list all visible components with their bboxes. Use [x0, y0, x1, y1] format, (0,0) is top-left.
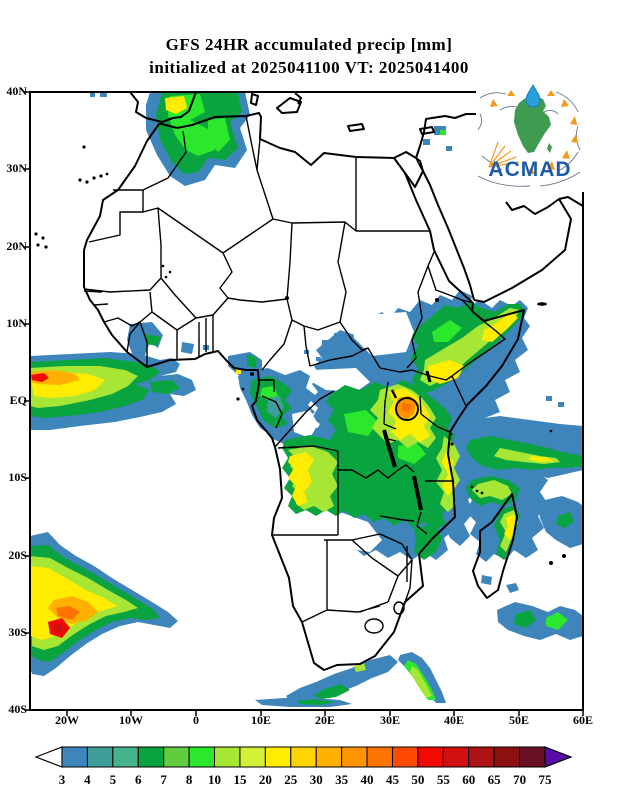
- colorbar-cell: [264, 746, 292, 768]
- x-axis-label-50e: 50E: [508, 713, 529, 727]
- colorbar-cell: [188, 746, 216, 768]
- colorbar-label: 25: [284, 772, 298, 787]
- colorbar-cell: [391, 746, 419, 768]
- precip-teal-inner: [267, 396, 284, 418]
- y-axis-label-eq: EQ: [9, 393, 27, 407]
- lakes: [364, 370, 432, 634]
- precip-gaps: [292, 312, 414, 552]
- colorbar-label: 70: [513, 772, 526, 787]
- colorbar-cell: [239, 746, 266, 768]
- x-axis-label-30e: 30E: [379, 713, 400, 727]
- y-axis-label-30n: 30N: [6, 161, 27, 175]
- precip-red-group: [31, 373, 70, 638]
- colorbar-cell: [214, 746, 241, 768]
- lake-albert: [390, 389, 398, 399]
- colorbar-label: 3: [59, 772, 66, 787]
- colorbar-label: 35: [335, 772, 349, 787]
- y-axis-label-10n: 10N: [6, 316, 27, 330]
- lake-malawi: [412, 475, 423, 511]
- y-axis-label-30s: 30S: [8, 625, 27, 639]
- colorbar-label: 40: [361, 772, 374, 787]
- colorbar-cell: [290, 746, 317, 768]
- colorbar-label: 6: [135, 772, 142, 787]
- colorbar-label: 30: [310, 772, 323, 787]
- colorbar-cell: [86, 746, 114, 768]
- logo-madagascar: [547, 143, 552, 153]
- x-axis-label-60e: 60E: [572, 713, 593, 727]
- colorbar: 3 4 5 6 7 8 10 15 20 25 30 35 40 45 50 55 60 65 70 75: [34, 746, 573, 787]
- acmad-logo: ACMAD: [476, 83, 584, 192]
- y-axis-label-20n: 20N: [6, 239, 27, 253]
- colorbar-cell: [112, 746, 139, 768]
- y-axis-label-40s: 40S: [8, 702, 27, 716]
- map-linework: [34, 92, 583, 671]
- colorbar-cell: [137, 746, 165, 768]
- y-axis-label-40n: 40N: [6, 84, 27, 98]
- eswatini-border: [393, 601, 405, 615]
- x-axis-label-10e: 10E: [250, 713, 271, 727]
- colorbar-label: 50: [411, 772, 424, 787]
- logo-africa-silhouette: [514, 96, 551, 153]
- colorbar-cell: [341, 746, 368, 768]
- colorbar-label: 8: [186, 772, 193, 787]
- colorbar-arrow-left: [34, 746, 63, 768]
- title-line-2: initialized at 2025041100 VT: 2025041400: [149, 58, 469, 77]
- title-line-1: GFS 24HR accumulated precip [mm]: [165, 35, 453, 54]
- colorbar-label: 75: [539, 772, 553, 787]
- colorbar-cell: [315, 746, 343, 768]
- colorbar-label: 55: [437, 772, 451, 787]
- acmad-logo-text: ACMAD: [488, 158, 572, 181]
- colorbar-label: 65: [488, 772, 502, 787]
- x-axis-label-40e: 40E: [443, 713, 464, 727]
- lake-tanganyika: [382, 429, 397, 468]
- colorbar-label: 20: [259, 772, 272, 787]
- acmad-logo-art: [477, 83, 581, 187]
- colorbar-cell: [468, 746, 495, 768]
- colorbar-cell: [163, 746, 190, 768]
- lake-victoria: [395, 397, 419, 421]
- x-axis-label-0: 0: [193, 713, 199, 727]
- madagascar-coastline: [472, 493, 518, 599]
- country-borders: [83, 115, 506, 623]
- lake-turkana: [425, 370, 432, 383]
- y-axis-label-10s: 10S: [8, 470, 27, 484]
- x-axis-label-20w: 20W: [55, 713, 79, 727]
- colorbar-label: 60: [462, 772, 475, 787]
- colorbar-label: 45: [386, 772, 400, 787]
- logo-fan-rays: [488, 141, 520, 168]
- logo-sun-triangles: [490, 90, 578, 174]
- mediterranean-arabia-coastlines: [129, 92, 583, 303]
- colorbar-cell: [366, 746, 393, 768]
- water-drop-icon: [525, 83, 541, 108]
- colorbar-cell: [493, 746, 521, 768]
- colorbar-label: 4: [84, 772, 91, 787]
- colorbar-cell: [442, 746, 470, 768]
- chart-title: GFS 24HR accumulated precip [mm] initial…: [0, 33, 618, 79]
- colorbar-label: 7: [160, 772, 167, 787]
- colorbar-label: 15: [233, 772, 247, 787]
- colorbar-label: 10: [208, 772, 221, 787]
- x-axis-label-10w: 10W: [119, 713, 143, 727]
- colorbar-label: 5: [110, 772, 117, 787]
- colorbar-cell: [417, 746, 444, 768]
- axis-ticks: [24, 91, 584, 716]
- colorbar-arrow-right: [544, 746, 573, 768]
- colorbar-cell: [519, 746, 546, 768]
- y-axis-label-20s: 20S: [8, 548, 27, 562]
- islands: [34, 145, 566, 565]
- x-axis-label-20e: 20E: [314, 713, 335, 727]
- lesotho-border: [364, 618, 384, 634]
- colorbar-cell: [61, 746, 88, 768]
